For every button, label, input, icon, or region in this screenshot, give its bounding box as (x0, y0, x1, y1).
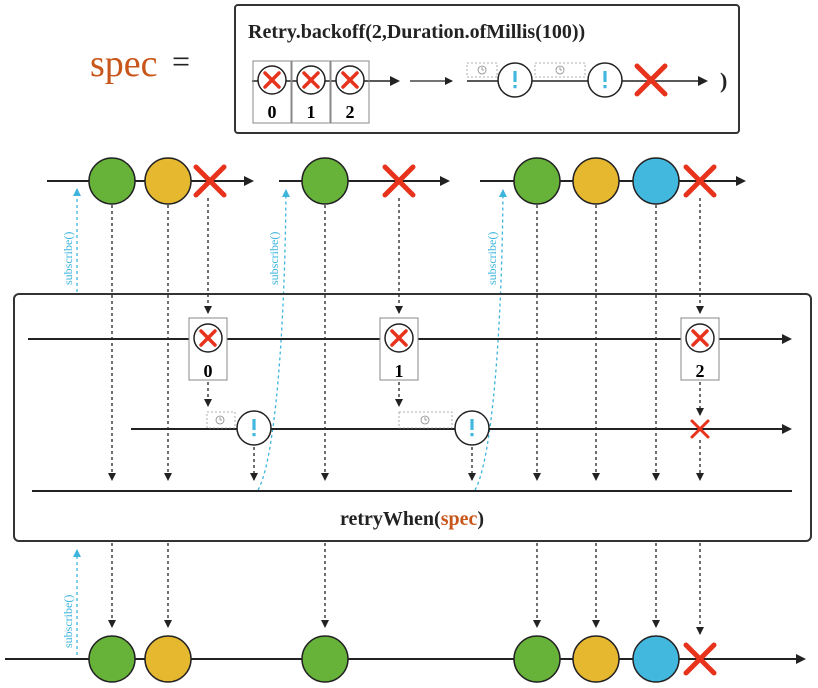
operator-arg: spec (441, 508, 478, 530)
companion-index: 0 (204, 361, 213, 381)
spec-delay-box (466, 62, 498, 78)
dashed-drops (108, 198, 704, 481)
companion-index: 1 (395, 361, 404, 381)
subscribe-label: subscribe() (267, 232, 281, 285)
companion-error-0: 0 (188, 317, 228, 381)
output-timeline (5, 635, 806, 683)
yellow-marble (572, 157, 620, 205)
spec-label: spec (90, 43, 158, 85)
operator-name: retryWhen( (340, 508, 441, 530)
companion-index: 2 (696, 361, 705, 381)
green-marble (513, 635, 561, 683)
source-attempt-1 (47, 157, 254, 205)
subscribe-arrow-2: subscribe() (257, 189, 290, 491)
companion-error-1: 1 (379, 317, 419, 381)
spec-formula: Retry.backoff(2,Duration.ofMillis(100)) (248, 21, 585, 43)
green-marble (513, 157, 561, 205)
subscribe-label: subscribe() (61, 232, 75, 285)
companion-error-2: 2 (680, 317, 720, 381)
spec-equals: = (172, 43, 190, 79)
green-marble (301, 157, 349, 205)
subscribe-label: subscribe() (485, 232, 499, 285)
spec-delay-box (534, 62, 586, 78)
source-attempt-2 (279, 157, 450, 205)
green-marble (88, 635, 136, 683)
spec-closing-paren: ) (720, 68, 727, 93)
spec-retry-index: 2 (346, 102, 355, 122)
green-marble (88, 157, 136, 205)
green-marble (301, 635, 349, 683)
dashed-output-drops (108, 543, 704, 635)
retry-signal-circle (454, 410, 490, 446)
spec-retry-index: 1 (307, 102, 316, 122)
delay-box (206, 411, 236, 429)
blue-marble (632, 157, 680, 205)
spec-retry-index: 0 (268, 102, 277, 122)
yellow-marble (144, 157, 192, 205)
operator-label: retryWhen(spec) (340, 508, 484, 530)
spec-retry-0: 0 (252, 60, 292, 124)
spec-retry-2: 2 (330, 60, 370, 124)
yellow-marble (144, 635, 192, 683)
operator-box (13, 293, 812, 542)
spec-retry-1: 1 (291, 60, 331, 124)
spec-signal-circle (587, 62, 623, 98)
source-attempt-3 (480, 157, 746, 205)
spec-box: Retry.backoff(2,Duration.ofMillis(100)) … (234, 4, 740, 134)
subscribe-arrow-3: subscribe() (474, 189, 507, 491)
spec-signal-circle (497, 62, 533, 98)
delay-box (398, 411, 453, 429)
subscribe-label: subscribe() (61, 595, 75, 648)
yellow-marble (572, 635, 620, 683)
retry-signal-circle (236, 410, 272, 446)
blue-marble (632, 635, 680, 683)
subscribe-arrow-1: subscribe() (61, 188, 81, 292)
subscribe-arrow-output: subscribe() (61, 549, 81, 655)
operator-close: ) (477, 508, 484, 530)
